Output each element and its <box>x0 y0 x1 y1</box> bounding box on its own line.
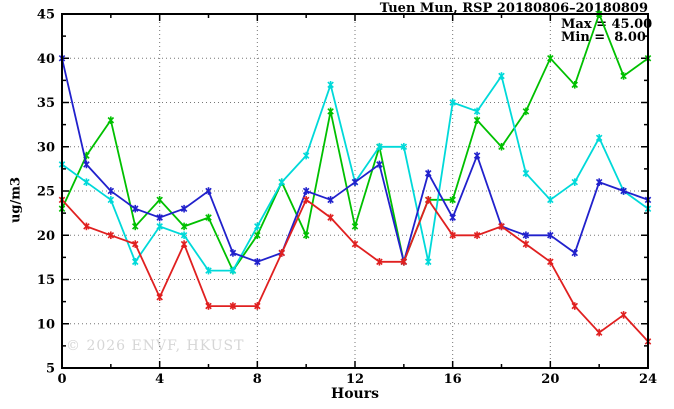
x-axis-label: Hours <box>330 386 380 402</box>
series-blue <box>58 54 652 266</box>
x-tick-labels: 0 4 8 12 16 20 24 <box>57 372 657 387</box>
svg-text:40: 40 <box>37 52 55 67</box>
y-tick-labels: 5 10 15 20 25 30 35 40 45 <box>37 8 55 377</box>
svg-text:45: 45 <box>37 8 55 23</box>
svg-text:8: 8 <box>253 372 262 387</box>
gridlines <box>62 14 648 368</box>
svg-text:24: 24 <box>639 372 657 387</box>
svg-text:5: 5 <box>46 362 55 377</box>
svg-text:0: 0 <box>57 372 66 387</box>
svg-text:35: 35 <box>37 96 55 111</box>
series-red <box>58 196 652 346</box>
series-blue-markers <box>58 54 652 266</box>
legend-min-value: Min = 8.00 <box>561 30 646 45</box>
chart-title: Tuen Mun, RSP 20180806–20180809 <box>379 1 648 16</box>
legend-max-value: Max = 45.00 <box>561 17 653 32</box>
series-red-markers <box>58 196 652 346</box>
copyright-watermark: © 2026 ENVF, HKUST <box>66 338 245 354</box>
svg-text:25: 25 <box>37 185 55 200</box>
series-green <box>58 10 652 275</box>
svg-text:4: 4 <box>155 372 164 387</box>
svg-text:12: 12 <box>346 372 364 387</box>
svg-text:10: 10 <box>37 317 55 332</box>
svg-text:20: 20 <box>37 229 55 244</box>
series-green-markers <box>58 10 652 275</box>
svg-text:20: 20 <box>541 372 559 387</box>
series-blue-line <box>61 58 649 266</box>
svg-text:30: 30 <box>37 140 55 155</box>
series-cyan-markers <box>58 72 652 275</box>
svg-text:15: 15 <box>37 273 55 288</box>
plot-frame <box>61 13 649 369</box>
svg-text:16: 16 <box>444 372 462 387</box>
